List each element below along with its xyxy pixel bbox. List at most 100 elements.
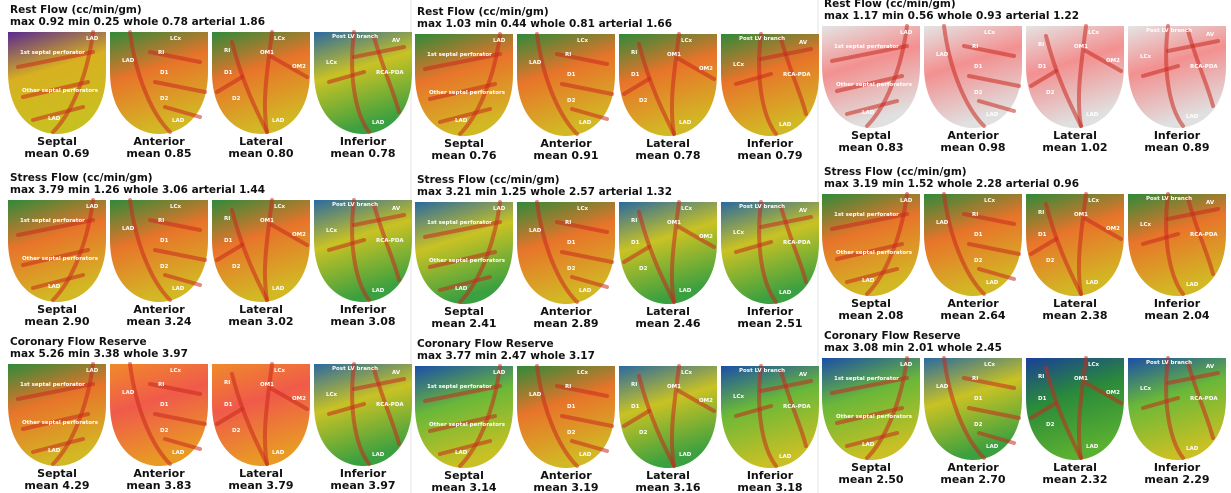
panel-stats: max 5.26 min 3.38 whole 3.97 (10, 348, 188, 360)
vessel-label: LCx (733, 230, 745, 236)
vessel-label: OM2 (699, 66, 713, 72)
vessel-label: AV (1206, 364, 1215, 370)
vessel-label: LCx (1140, 54, 1152, 60)
vessel (215, 75, 244, 94)
panel-stats: max 0.92 min 0.25 whole 0.78 arterial 1.… (10, 16, 265, 28)
heart-map: LCx RI OM1 OM2 D1 D2 LAD (212, 362, 310, 466)
view-name: Inferior (747, 137, 794, 150)
view-name: Inferior (340, 135, 387, 148)
view-mean: mean 2.32 (1042, 473, 1107, 486)
view-name: Lateral (1053, 297, 1097, 310)
heart-map: LCx RI OM1 OM2 D1 D2 LAD (619, 364, 717, 468)
vessel (458, 32, 502, 136)
view-mean: mean 0.91 (533, 149, 598, 162)
vessel (1084, 217, 1123, 241)
vessel (757, 364, 778, 468)
vessel (845, 431, 899, 448)
view-mean: mean 0.78 (635, 149, 700, 162)
heart-map: LCx RI LAD D1 D2 LAD (110, 362, 208, 466)
vessel-label: RCA-PDA (783, 240, 811, 246)
vessel-label: LCx (577, 206, 589, 212)
view-mean: mean 0.85 (126, 147, 191, 160)
vessel (779, 205, 808, 284)
vessel (977, 99, 1016, 113)
vessel (1084, 49, 1123, 73)
vessel-label: OM2 (1106, 58, 1120, 64)
vessel-label: LAD (579, 452, 592, 458)
vessel-label: LAD (493, 38, 506, 44)
panel-title: Coronary Flow Reserve (10, 336, 147, 348)
vessel (215, 407, 244, 426)
vessel-label: RCA-PDA (783, 404, 811, 410)
vessel-label: RI (631, 218, 637, 224)
view-name: Septal (37, 467, 77, 480)
vessel-label: D1 (974, 396, 983, 402)
vessel (835, 406, 904, 425)
vessel-label: OM2 (1106, 226, 1120, 232)
vessel-label: LCx (326, 392, 338, 398)
vessel-label: AV (799, 372, 808, 378)
vessel-label: Other septal perforators (429, 258, 506, 264)
heart-map: LAD 1st septal perforator Other septal per… (8, 30, 106, 134)
heart-map: Post LV branch AV LCx RCA-PDA LAD (314, 30, 412, 134)
heart-map: LCx RI LAD D1 D2 LAD (924, 192, 1022, 296)
vessel-label: LAD (986, 280, 999, 286)
heart-map: LAD 1st septal perforator Other septal per… (415, 32, 513, 136)
vessel (1164, 356, 1185, 460)
vessel (845, 99, 899, 116)
vessel-label: LAD (455, 286, 468, 292)
vessel-label: RI (224, 216, 230, 222)
vessel-label: LAD (862, 110, 875, 116)
view-name: Lateral (1053, 129, 1097, 142)
vessel-label: LCx (577, 38, 589, 44)
vessel-label: LAD (1086, 280, 1099, 286)
vessel (967, 242, 1021, 256)
vessel (535, 200, 579, 304)
vessel (570, 107, 609, 121)
view-name: Lateral (646, 469, 690, 482)
heart-map: LAD 1st septal perforator Other septal per… (415, 200, 513, 304)
vessel-label: Other septal perforators (22, 88, 99, 94)
heart-map: Post LV branch AV LCx RCA-PDA LAD (721, 200, 819, 304)
vessel-label: RCA-PDA (376, 238, 404, 244)
vessel-label: AV (799, 208, 808, 214)
vessel-label: 1st septal perforator (834, 212, 899, 218)
vessel (555, 220, 609, 234)
vessel-label: RI (565, 384, 571, 390)
vessel-label: OM2 (699, 234, 713, 240)
vessel (423, 384, 502, 403)
vessel (570, 275, 609, 289)
vessel (779, 37, 808, 116)
vessel-label: RI (972, 212, 978, 218)
view-name: Anterior (947, 461, 999, 474)
panel-title: Stress Flow (cc/min/gm) (10, 172, 153, 184)
vessel (622, 245, 651, 264)
vessel-label: Other septal perforators (836, 250, 913, 256)
vessel-label: LCx (326, 60, 338, 66)
vessel (637, 210, 676, 304)
view-name: Anterior (540, 137, 592, 150)
vessel-label: LAD (372, 288, 385, 294)
vessel (637, 374, 676, 468)
vessel-label: OM2 (292, 64, 306, 70)
view-name: Anterior (133, 303, 185, 316)
vessel-label: LAD (862, 278, 875, 284)
vessel (21, 80, 90, 99)
vessel-label: RI (224, 380, 230, 386)
view-name: Inferior (340, 467, 387, 480)
heart-map: Post LV branch AV LCx RCA-PDA LAD (721, 364, 819, 468)
vessel-label: LAD (900, 362, 913, 368)
vessel-label: RI (1038, 374, 1044, 380)
vessel-label: Post LV branch (1146, 196, 1192, 202)
vessel-label: D1 (160, 70, 169, 76)
view-mean: mean 0.89 (1144, 141, 1209, 154)
heart-map: LCx RI OM1 OM2 D1 D2 LAD (1026, 24, 1124, 128)
vessel (128, 362, 172, 466)
vessel-label: LAD (579, 288, 592, 294)
vessel-label: LAD (48, 448, 61, 454)
view-name: Anterior (947, 297, 999, 310)
panel-title: Rest Flow (cc/min/gm) (824, 0, 956, 10)
view-mean: mean 2.46 (635, 317, 700, 330)
vessel-label: LAD (86, 36, 99, 42)
